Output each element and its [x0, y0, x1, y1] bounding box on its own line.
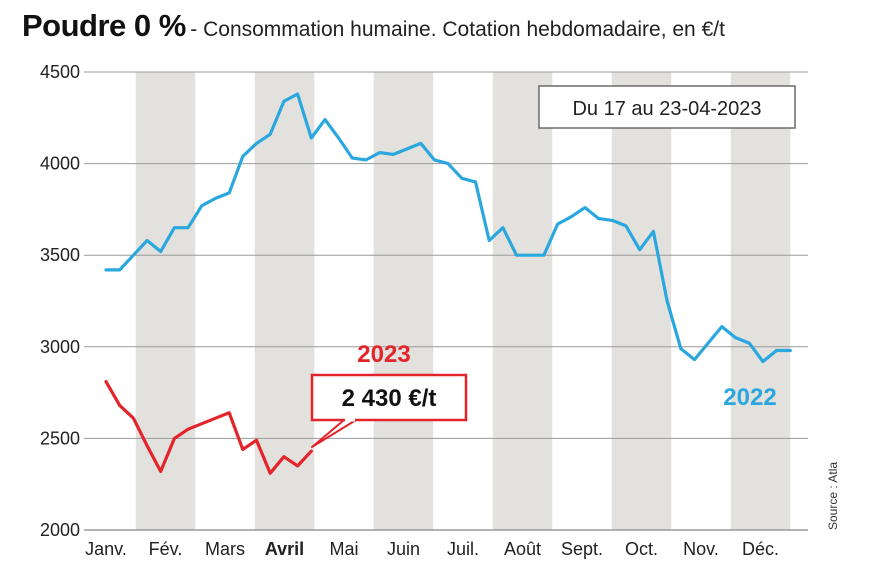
month-band: [730, 72, 791, 530]
series-line-2022: [104, 92, 792, 364]
series-lines: [104, 92, 792, 475]
x-tick-label: Juil.: [447, 539, 479, 559]
y-tick-label: 4000: [40, 154, 80, 174]
x-tick-label: Oct.: [625, 539, 658, 559]
x-tick-label: Août: [504, 539, 541, 559]
source-label: Source : Atla: [826, 462, 840, 530]
month-band: [254, 72, 315, 530]
gridlines: [84, 71, 808, 531]
callout-value: 2 430 €/t: [342, 385, 437, 412]
month-band: [135, 72, 196, 530]
x-tick-label: Janv.: [85, 539, 127, 559]
value-callout: 2 430 €/t: [310, 373, 468, 448]
x-tick-label: Déc.: [742, 539, 779, 559]
y-tick-label: 2500: [40, 428, 80, 448]
period-box: Du 17 au 23-04-2023: [538, 85, 796, 129]
y-tick-label: 3000: [40, 337, 80, 357]
x-axis-months: Janv. Fév. Mars Avril Mai Juin Juil. Août Sept. O…: [85, 539, 779, 559]
series-label-2023: 2023: [357, 341, 410, 368]
x-tick-label: Avril: [265, 539, 304, 559]
month-band: [611, 72, 672, 530]
x-tick-label: Mai: [329, 539, 358, 559]
x-tick-label: Nov.: [683, 539, 719, 559]
title-subtitle: - Consommation humaine. Cotation hebdoma…: [190, 18, 725, 41]
x-tick-label: Fév.: [149, 539, 183, 559]
month-band: [492, 72, 553, 530]
y-axis-ticks: 2000 2500 3000 3500 4000 4500: [40, 62, 80, 540]
y-tick-label: 3500: [40, 245, 80, 265]
x-tick-label: Sept.: [561, 539, 603, 559]
title-main: Poudre 0 %: [22, 8, 186, 43]
month-band: [373, 72, 434, 530]
period-label: Du 17 au 23-04-2023: [572, 98, 761, 120]
month-bands: [135, 72, 791, 530]
series-line-2023: [104, 380, 313, 475]
series-label-2022: 2022: [723, 384, 776, 411]
x-tick-label: Mars: [205, 539, 245, 559]
x-tick-label: Juin: [387, 539, 420, 559]
chart-title: Poudre 0 % - Consommation humaine. Cotat…: [22, 8, 725, 44]
y-tick-label: 2000: [40, 520, 80, 540]
y-tick-label: 4500: [40, 62, 80, 82]
